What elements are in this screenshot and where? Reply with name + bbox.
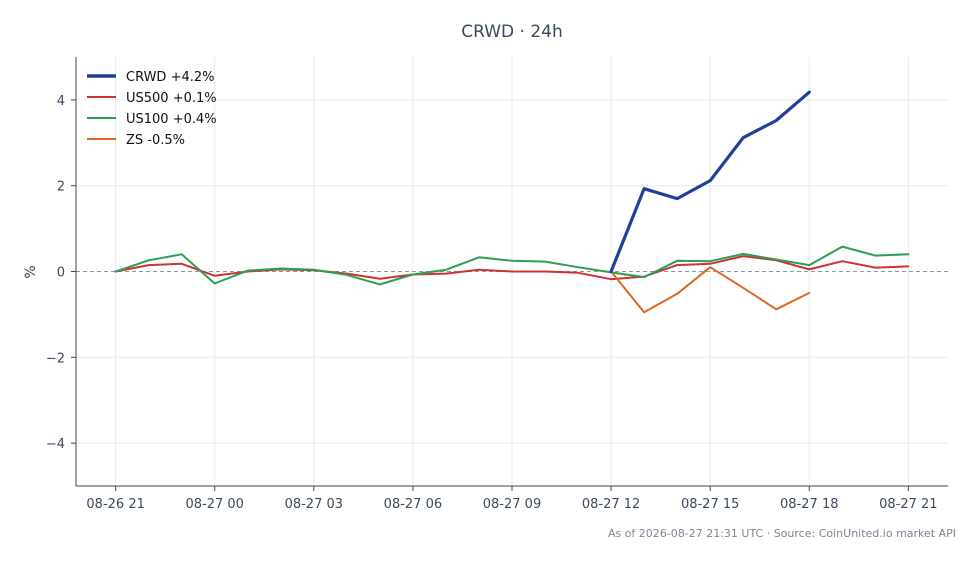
x-tick-label: 08-27 09 xyxy=(483,497,541,512)
x-tick-label: 08-27 21 xyxy=(879,497,937,512)
series-line-zs xyxy=(610,266,811,314)
legend: CRWD +4.2% US500 +0.1% US100 +0.4% ZS -0.5% xyxy=(87,70,217,148)
x-tick-label: 08-27 18 xyxy=(780,497,838,512)
x-axis-ticks: 08-26 21 08-27 00 08-27 03 08-27 06 08-27 09… xyxy=(86,486,938,512)
legend-label-us100: US100 +0.4% xyxy=(126,112,217,127)
y-tick-label: −2 xyxy=(46,351,65,366)
y-tick-label: 0 xyxy=(57,266,65,281)
chart-title: CRWD · 24h xyxy=(461,22,563,42)
legend-label-zs: ZS -0.5% xyxy=(126,133,185,148)
x-tick-label: 08-27 06 xyxy=(384,497,442,512)
x-tick-label: 08-27 12 xyxy=(582,497,640,512)
y-tick-label: 2 xyxy=(57,180,65,195)
y-tick-label: −4 xyxy=(46,437,65,452)
legend-label-crwd: CRWD +4.2% xyxy=(126,70,215,85)
x-tick-label: 08-26 21 xyxy=(86,497,144,512)
series-line-us100 xyxy=(114,245,910,286)
y-axis-ticks: −4 −2 0 2 4 xyxy=(46,94,76,452)
x-tick-label: 08-27 15 xyxy=(681,497,739,512)
series-lines xyxy=(114,90,910,314)
y-axis-label: % xyxy=(23,265,39,278)
x-tick-label: 08-27 03 xyxy=(285,497,343,512)
source-footer: As of 2026-08-27 21:31 UTC · Source: Coi… xyxy=(608,527,956,540)
series-line-crwd xyxy=(609,90,811,274)
x-tick-label: 08-27 00 xyxy=(186,497,244,512)
y-tick-label: 4 xyxy=(57,94,65,109)
legend-label-us500: US500 +0.1% xyxy=(126,91,217,106)
